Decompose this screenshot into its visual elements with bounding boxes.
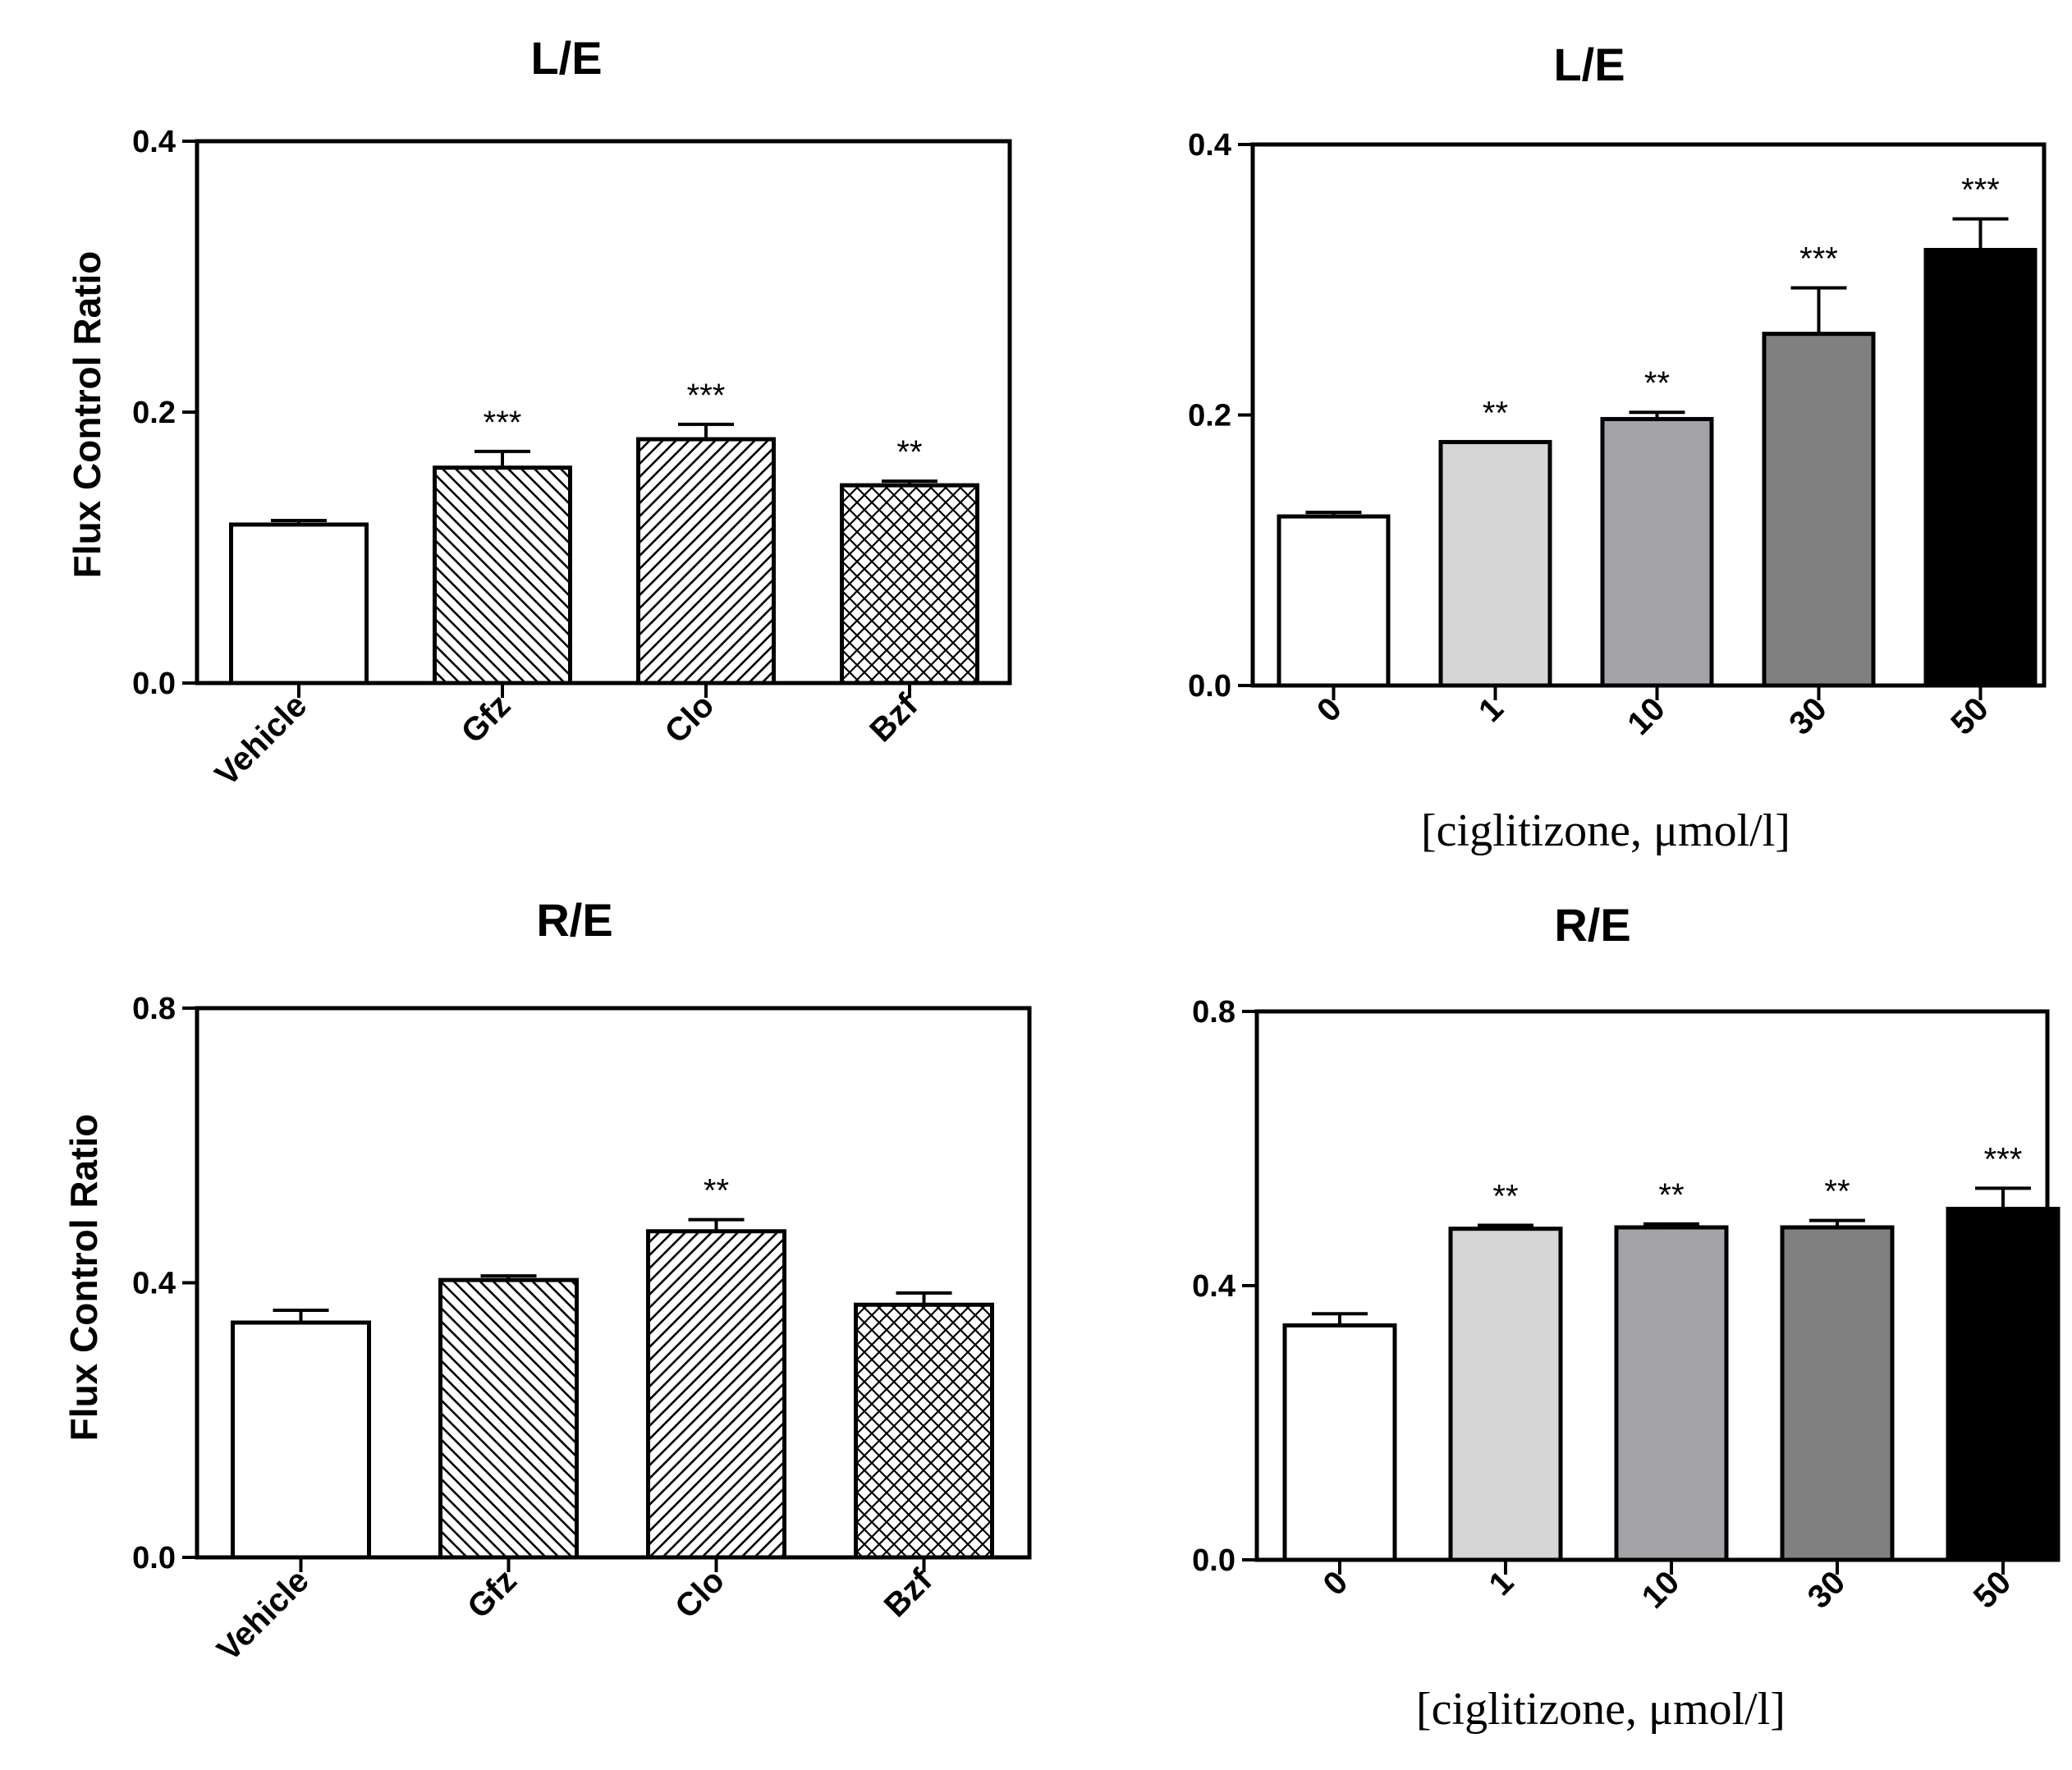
bar [1277,514,1391,688]
y-tick-label: 0.4 [1188,128,1231,163]
plot-frame [1250,142,2047,688]
significance-marker: ** [1492,1179,1518,1215]
bar [1946,1206,2061,1562]
significance-marker: ** [1658,1177,1684,1213]
x-tick-label: Clo [668,1562,731,1626]
plot-area: 0.0 0.4 0.8 Vehicle Gfz ** Clo Bzf [132,992,1032,1668]
bar [1438,439,1552,688]
significance-marker: ** [1824,1174,1850,1210]
bar [854,1302,994,1560]
significance-marker: *** [1984,1141,2023,1177]
x-tick-label: Gfz [455,687,518,750]
y-tick-label: 0.4 [1192,1269,1235,1304]
x-tick-label: Vehicle [209,687,314,793]
y-tick-label: 0.0 [132,1541,176,1575]
y-tick-label: 0.2 [132,396,176,430]
x-tick-label: 10 [1635,1564,1687,1616]
bar [231,1320,371,1560]
y-tick-label: 0.8 [132,992,176,1026]
x-tick-label: 30 [1801,1564,1853,1616]
bar [1923,248,2038,688]
x-tick-label: 1 [1483,1564,1521,1603]
y-tick-label: 0.4 [132,125,176,159]
x-tick-label: 10 [1620,690,1672,742]
x-tick-label: 0 [1310,690,1349,729]
y-tick-label: 0.8 [1192,995,1235,1029]
x-tick-label: Bzf [863,687,925,750]
significance-marker: *** [1799,241,1838,277]
bar [636,437,776,686]
bar [229,522,369,686]
x-tick-label: Gfz [461,1562,524,1626]
significance-marker: ** [1483,395,1508,431]
y-tick-label: 0.0 [1188,669,1231,704]
y-axis-label: Flux Control Ratio [62,1114,105,1442]
significance-marker: *** [687,378,726,414]
bar [1600,416,1714,688]
chart-panel-top-left: L/E Flux Control Ratio 0.0 0.2 0.4 Vehicle *… [66,32,1012,793]
bar [1780,1225,1895,1562]
plot-frame [195,1006,1032,1560]
x-axis-label: [ciglitizone, μmol/l] [1421,805,1790,856]
plot-frame [1254,1009,2050,1562]
y-tick-label: 0.2 [1188,399,1231,433]
chart-title: L/E [1553,39,1625,90]
significance-marker: ** [1644,365,1670,401]
significance-marker: *** [484,405,522,441]
bar [646,1229,786,1560]
y-tick-label: 0.0 [1192,1543,1235,1578]
x-tick-label: Bzf [878,1562,940,1625]
significance-marker: *** [1961,172,2000,209]
bar [840,483,979,686]
chart-title: L/E [530,32,602,84]
chart-panel-bottom-right: R/E [ciglitizone, μmol/l] 0.0 0.4 0.8 0 ** 1 *… [1192,899,2061,1735]
bar [433,465,572,686]
x-tick-label: 50 [1944,690,1996,742]
y-axis-label: Flux Control Ratio [66,251,108,579]
chart-title: R/E [536,894,612,946]
plot-area: 0.0 0.2 0.4 0 ** 1 ** 10 *** 30 *** 50 [1188,128,2047,742]
x-tick-label: 50 [1967,1564,2019,1616]
plot-frame [195,139,1012,686]
bar [438,1277,579,1560]
x-tick-label: 0 [1317,1564,1355,1603]
chart-panel-top-right: L/E [ciglitizone, μmol/l] 0.0 0.2 0.4 0 ** 1 *… [1188,39,2047,856]
significance-marker: ** [704,1173,729,1209]
x-tick-label: Vehicle [210,1562,316,1668]
x-tick-label: 30 [1782,690,1834,742]
plot-area: 0.0 0.2 0.4 Vehicle *** Gfz *** Clo ** Bzf [132,125,1012,793]
chart-panel-bottom-left: R/E Flux Control Ratio 0.0 0.4 0.8 Vehicle G… [62,894,1032,1668]
bar [1448,1227,1563,1562]
bar [1282,1323,1397,1562]
bar [1762,332,1876,688]
significance-marker: ** [896,434,922,470]
x-tick-label: 1 [1472,690,1510,729]
bar [1614,1225,1729,1562]
x-tick-label: Clo [658,687,722,750]
y-tick-label: 0.4 [132,1267,176,1301]
y-tick-label: 0.0 [132,667,176,701]
plot-area: 0.0 0.4 0.8 0 ** 1 ** 10 ** 30 *** 50 [1192,995,2061,1616]
x-axis-label: [ciglitizone, μmol/l] [1416,1684,1785,1735]
chart-title: R/E [1554,899,1630,951]
